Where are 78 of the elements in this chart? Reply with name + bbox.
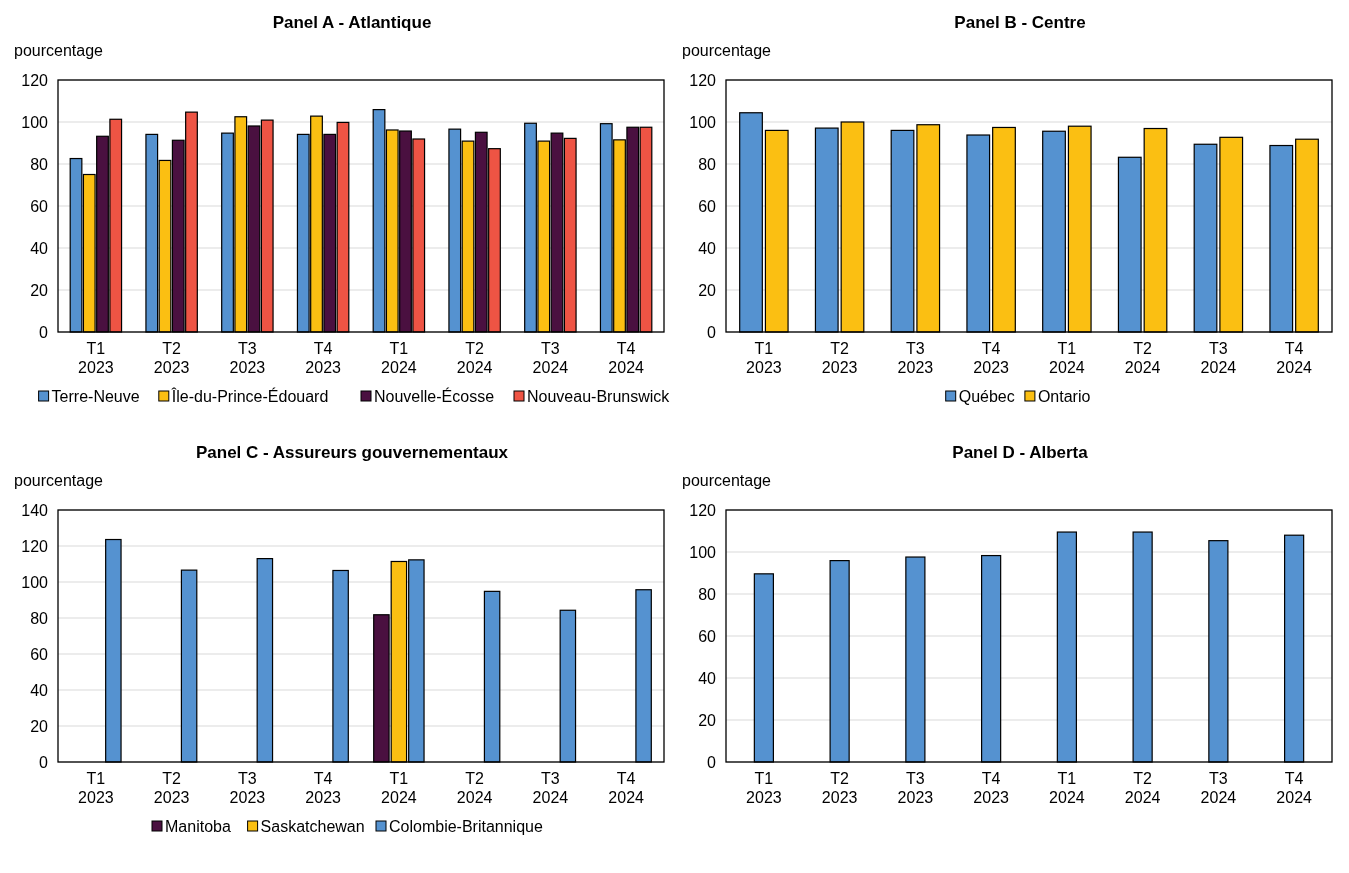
y-tick-label: 40 xyxy=(698,239,717,257)
x-tick-label: T3 2023 xyxy=(229,340,266,376)
y-tick-label: 120 xyxy=(689,71,717,89)
y-tick-label: 120 xyxy=(21,537,49,555)
x-tick-label: T4 2023 xyxy=(305,340,342,376)
x-tick-label: T3 2024 xyxy=(1200,770,1237,806)
x-tick-label: T4 2023 xyxy=(973,340,1010,376)
x-tick-label: T2 2023 xyxy=(153,770,190,806)
x-tick-label: T3 2023 xyxy=(897,770,934,806)
legend-label: Terre-Neuve xyxy=(51,388,140,405)
y-tick-label: 40 xyxy=(30,239,49,257)
y-tick-label: 40 xyxy=(30,681,49,699)
y-tick-label: 140 xyxy=(21,501,49,519)
y-tick-label: 100 xyxy=(21,113,49,131)
legend-label: Manitoba xyxy=(165,818,231,835)
y-axis-title: pourcentage xyxy=(14,42,104,59)
y-tick-label: 0 xyxy=(39,323,49,341)
y-tick-label: 120 xyxy=(21,71,49,89)
x-tick-label: T4 2024 xyxy=(1276,340,1313,376)
x-tick-label: T2 2024 xyxy=(1124,340,1161,376)
y-tick-label: 0 xyxy=(707,323,717,341)
chart-title: Panel D - Alberta xyxy=(952,443,1089,462)
y-tick-label: 80 xyxy=(698,585,717,603)
y-tick-label: 20 xyxy=(30,717,49,735)
x-tick-label: T1 2024 xyxy=(381,340,417,376)
y-tick-label: 0 xyxy=(39,753,49,771)
legend-label: Colombie-Britannique xyxy=(389,818,543,835)
y-tick-label: 80 xyxy=(698,155,717,173)
chart-title: Panel C - Assureurs gouvernementaux xyxy=(195,443,509,462)
x-tick-label: T4 2024 xyxy=(608,340,645,376)
y-axis-title: pourcentage xyxy=(14,472,104,489)
legend-label: Nouveau-Brunswick xyxy=(527,388,671,405)
x-tick-label: T1 2023 xyxy=(746,770,782,806)
x-tick-label: T3 2024 xyxy=(1200,340,1237,376)
x-tick-label: T4 2024 xyxy=(1276,770,1313,806)
x-tick-label: T1 2023 xyxy=(746,340,782,376)
y-tick-label: 60 xyxy=(30,197,49,215)
x-tick-label: T1 2023 xyxy=(78,770,114,806)
x-tick-label: T4 2023 xyxy=(305,770,342,806)
x-tick-label: T2 2023 xyxy=(821,340,858,376)
y-tick-label: 20 xyxy=(30,281,49,299)
x-tick-label: T2 2024 xyxy=(456,770,493,806)
chart-title: Panel B - Centre xyxy=(954,13,1086,32)
y-tick-label: 100 xyxy=(21,573,49,591)
x-tick-label: T2 2024 xyxy=(1124,770,1161,806)
x-tick-label: T3 2024 xyxy=(532,340,569,376)
y-tick-label: 80 xyxy=(30,609,49,627)
x-tick-label: T1 2024 xyxy=(1049,770,1085,806)
y-tick-label: 100 xyxy=(689,113,717,131)
x-tick-label: T3 2023 xyxy=(897,340,934,376)
x-tick-label: T3 2023 xyxy=(229,770,266,806)
x-tick-label: T2 2023 xyxy=(821,770,858,806)
x-tick-label: T4 2023 xyxy=(973,770,1010,806)
legend-label: Saskatchewan xyxy=(260,818,365,835)
chart-title: Panel A - Atlantique xyxy=(272,13,432,32)
y-tick-label: 0 xyxy=(707,753,717,771)
y-tick-label: 60 xyxy=(698,627,717,645)
y-tick-label: 60 xyxy=(698,197,717,215)
x-tick-label: T4 2024 xyxy=(608,770,645,806)
x-tick-label: T2 2024 xyxy=(456,340,493,376)
y-tick-label: 20 xyxy=(698,281,717,299)
y-tick-label: 40 xyxy=(698,669,717,687)
x-tick-label: T1 2024 xyxy=(381,770,417,806)
x-tick-label: T2 2023 xyxy=(153,340,190,376)
y-tick-label: 20 xyxy=(698,711,717,729)
y-tick-label: 100 xyxy=(689,543,717,561)
legend-label: Ontario xyxy=(1037,388,1091,405)
legend-label: Île-du-Prince-Édouard xyxy=(170,387,329,405)
x-tick-label: T1 2023 xyxy=(78,340,114,376)
y-axis-title: pourcentage xyxy=(682,472,772,489)
legend-label: Québec xyxy=(958,388,1015,405)
x-tick-label: T1 2024 xyxy=(1049,340,1085,376)
y-axis-title: pourcentage xyxy=(682,42,772,59)
y-tick-label: 120 xyxy=(689,501,717,519)
x-tick-label: T3 2024 xyxy=(532,770,569,806)
legend-label: Nouvelle-Écosse xyxy=(374,387,495,405)
y-tick-label: 80 xyxy=(30,155,49,173)
y-tick-label: 60 xyxy=(30,645,49,663)
